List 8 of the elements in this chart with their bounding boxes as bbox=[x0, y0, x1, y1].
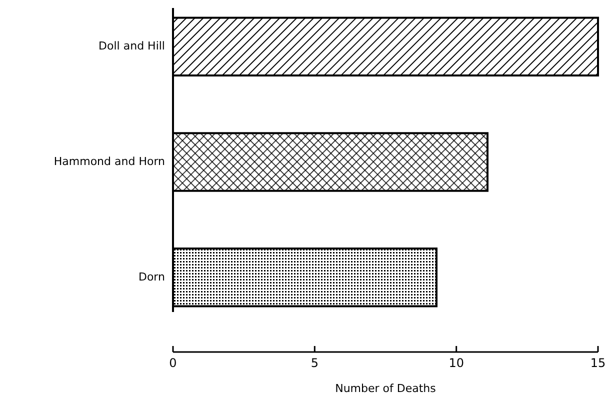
x-axis-title: Number of Deaths bbox=[335, 382, 436, 395]
x-tick-label: 15 bbox=[590, 356, 606, 370]
y-tick-label: Hammond and Horn bbox=[54, 155, 166, 168]
x-tick-label: 5 bbox=[310, 356, 318, 370]
y-tick-label: Dorn bbox=[138, 270, 166, 284]
x-tick-label: 0 bbox=[169, 356, 177, 370]
x-tick-label: 10 bbox=[448, 356, 464, 370]
y-tick-label: Doll and Hill bbox=[98, 40, 165, 53]
